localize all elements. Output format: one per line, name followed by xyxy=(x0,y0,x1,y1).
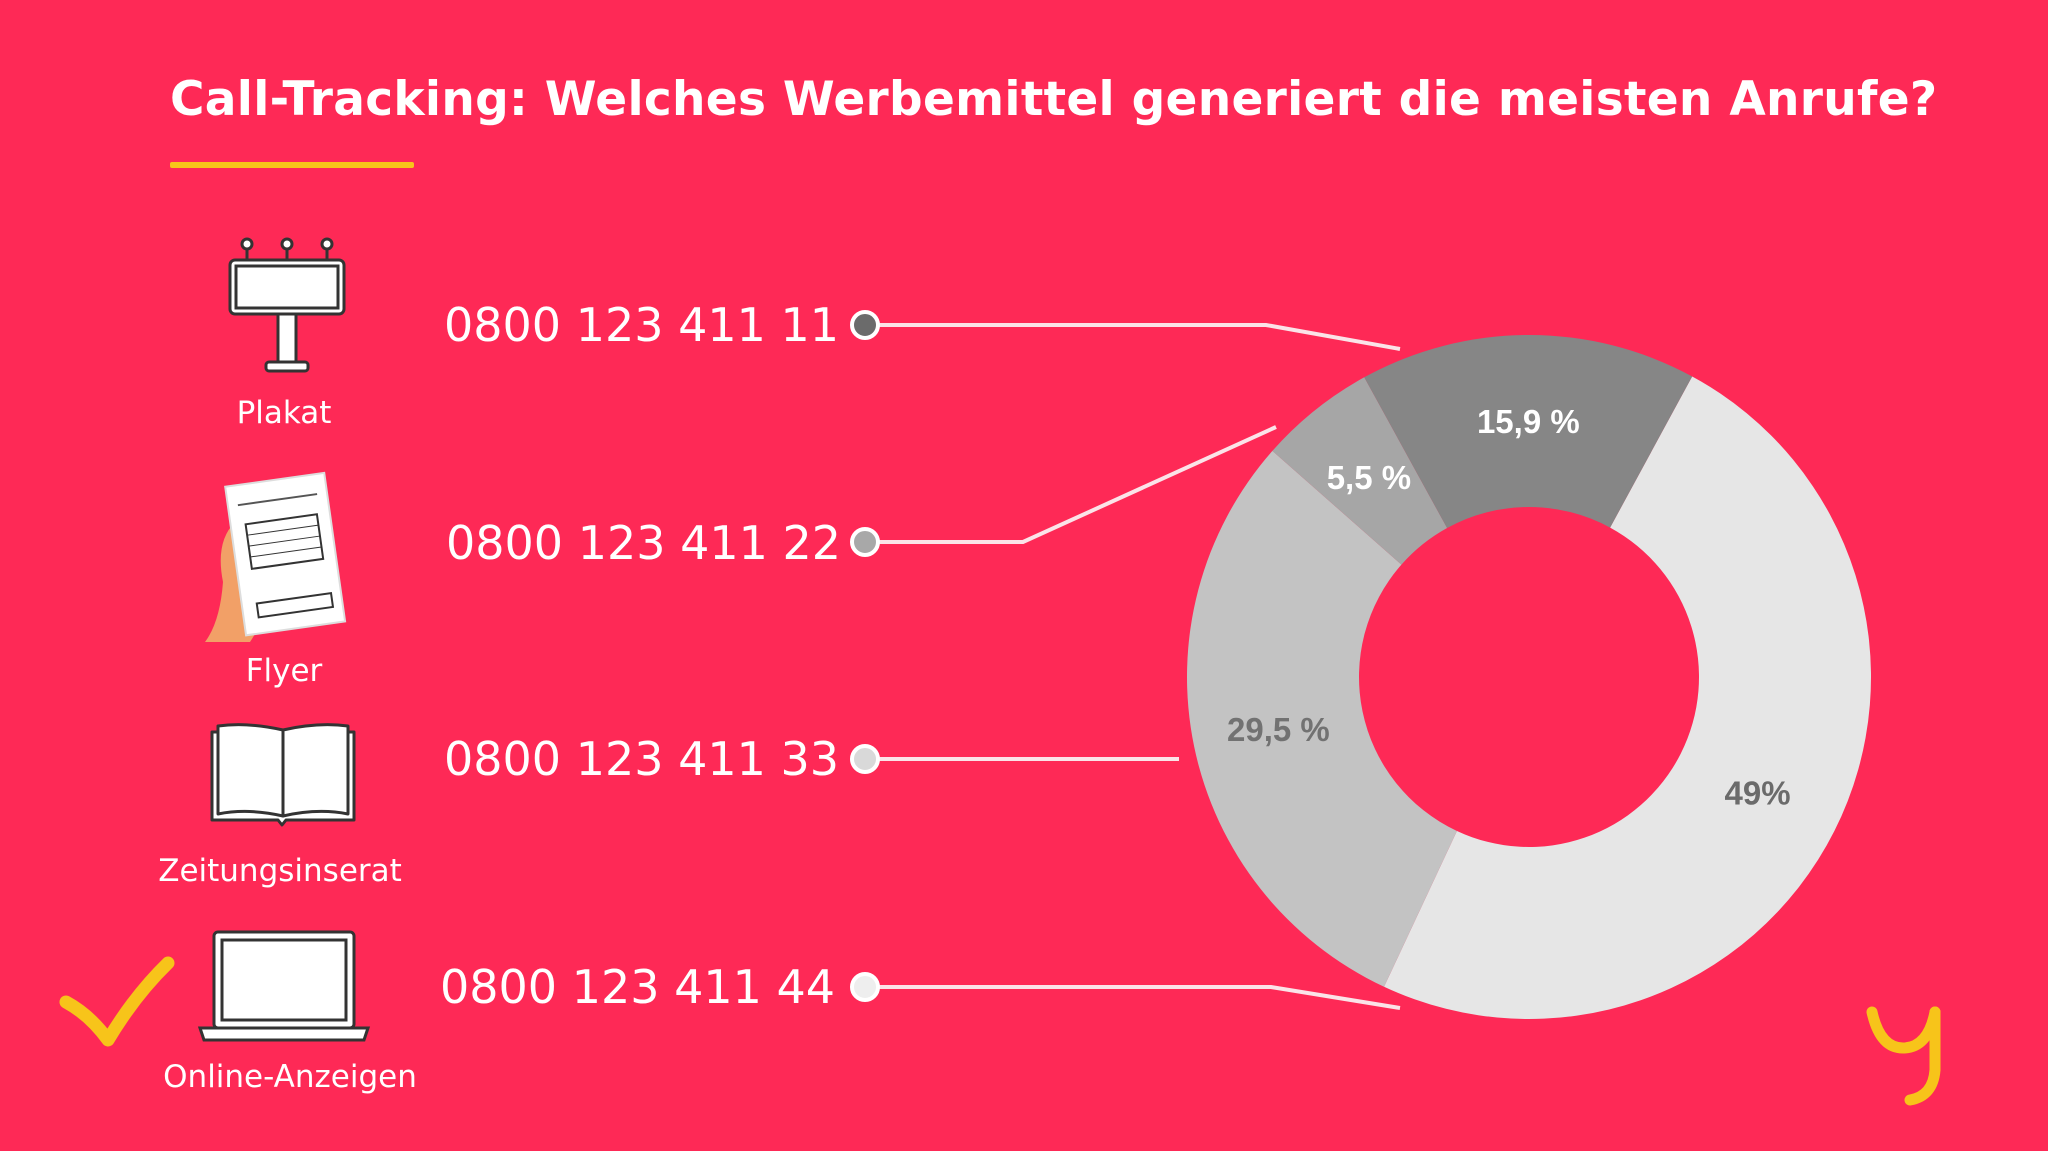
flyer-icon xyxy=(205,471,347,642)
donut-chart xyxy=(1187,335,1871,1019)
connector-plakat xyxy=(865,323,1401,351)
label-zeitung: Zeitungsinserat xyxy=(158,853,402,889)
connector-online xyxy=(865,985,1401,1010)
slice-label: 29,5 % xyxy=(1227,711,1330,748)
brand-logo xyxy=(1866,1006,1941,1106)
connector-lines xyxy=(865,323,1401,1010)
billboard-icon xyxy=(228,237,346,373)
slice-label: 15,9 % xyxy=(1477,403,1580,440)
phone-flyer: 0800 123 411 22 xyxy=(446,516,842,570)
phone-online: 0800 123 411 44 xyxy=(440,960,836,1014)
laptop-icon xyxy=(197,930,371,1042)
donut-slice-zeitungsinserat xyxy=(1187,450,1457,987)
connector-dot xyxy=(850,527,880,557)
donut-slice-plakat xyxy=(1364,335,1693,529)
connector-dot xyxy=(850,744,880,774)
connector-dot xyxy=(850,972,880,1002)
page-title: Call-Tracking: Welches Werbemittel gener… xyxy=(170,72,1938,127)
newspaper-icon xyxy=(210,723,356,827)
label-online: Online-Anzeigen xyxy=(163,1059,417,1095)
label-flyer: Flyer xyxy=(245,653,323,689)
connector-flyer xyxy=(865,425,1277,544)
label-plakat: Plakat xyxy=(236,395,332,431)
donut-slice-online-anzeigen xyxy=(1384,376,1871,1019)
phone-plakat: 0800 123 411 11 xyxy=(444,298,840,352)
checkmark-icon xyxy=(59,956,175,1047)
title-underline xyxy=(170,162,414,168)
connector-dot xyxy=(850,310,880,340)
slice-label: 49% xyxy=(1724,774,1790,811)
slice-label: 5,5 % xyxy=(1327,459,1411,496)
phone-zeitung: 0800 123 411 33 xyxy=(444,732,840,786)
donut-slice-flyer xyxy=(1272,377,1448,565)
